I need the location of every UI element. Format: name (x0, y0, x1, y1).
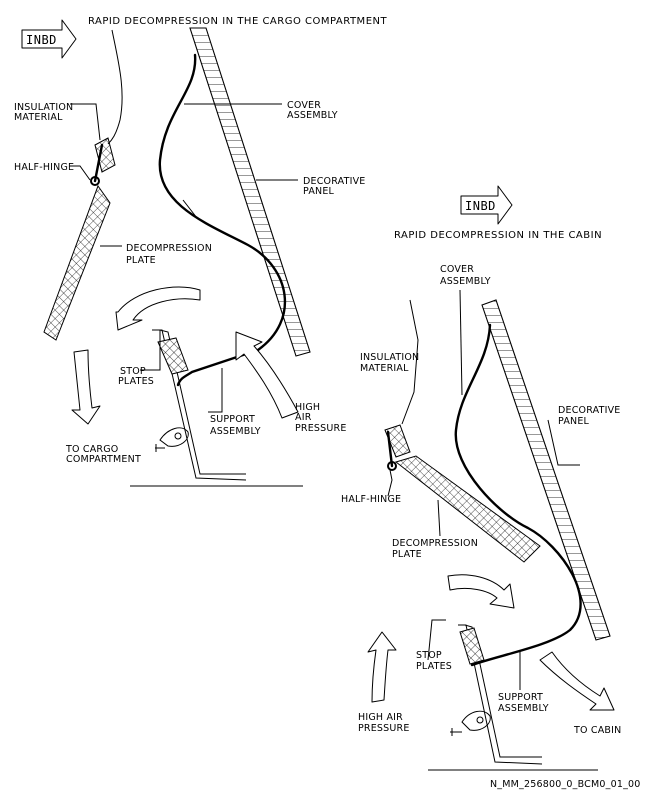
cabin-to-cabin-arrow-icon (539, 651, 615, 711)
cargo-view: RAPID DECOMPRESSION IN THE CARGO COMPART… (14, 16, 387, 487)
cabin-cover-label-1: COVER (440, 264, 474, 275)
cabin-stop-plates-label-1: STOP (416, 650, 442, 661)
cabin-high-pressure-arrow-icon (367, 631, 397, 703)
cargo-high-pressure-arrow-icon (235, 331, 299, 419)
cabin-view-title: RAPID DECOMPRESSION IN THE CABIN (394, 230, 602, 241)
figure-id: N_MM_256800_0_BCM0_01_00 (490, 779, 641, 790)
cargo-cover-assembly (158, 53, 287, 352)
cabin-support-label-1: SUPPORT (498, 692, 543, 703)
cabin-high-air-label-1: HIGH AIR (358, 712, 403, 723)
cabin-decorative-label-2: PANEL (558, 416, 590, 427)
cargo-support-label-1: SUPPORT (210, 414, 255, 425)
inbd-arrow-icon: INBD (21, 19, 77, 59)
cargo-decorative-label-2: PANEL (303, 186, 335, 197)
cargo-decorative-label-1: DECORATIVE (303, 176, 366, 187)
cabin-half-hinge-label: HALF-HINGE (341, 494, 401, 505)
cargo-to-cargo-label-1: TO CARGO (65, 444, 118, 455)
cabin-insulation-label-2: MATERIAL (360, 363, 409, 374)
cabin-decompression-label-1: DECOMPRESSION (392, 538, 478, 549)
cabin-view: INBD RAPID DECOMPRESSION IN THE CABIN (341, 185, 621, 771)
cargo-high-air-label-1: HIGH (295, 402, 320, 413)
cargo-decorative-panel (189, 27, 311, 357)
cabin-cover-assembly (454, 323, 582, 667)
cabin-high-air-label-2: PRESSURE (358, 723, 410, 734)
cabin-decompression-label-2: PLATE (392, 549, 422, 560)
cargo-insulation-label-2: MATERIAL (14, 112, 63, 123)
inbd-arrow-icon-2: INBD (460, 185, 513, 225)
cargo-view-title: RAPID DECOMPRESSION IN THE CARGO COMPART… (88, 16, 387, 27)
cargo-stop-plates-label-1: STOP (120, 366, 146, 377)
cargo-high-air-label-3: PRESSURE (295, 423, 347, 434)
cargo-flow-arrow-down-icon (71, 349, 101, 425)
cargo-cover-label-1: COVER (287, 100, 321, 111)
cabin-to-cabin-label: TO CABIN (573, 725, 621, 736)
cabin-insulation-material (384, 424, 411, 458)
cargo-insulation-label-1: INSULATION (14, 102, 73, 113)
cargo-high-air-label-2: AIR (295, 412, 312, 423)
cabin-insulation-label-1: INSULATION (360, 352, 419, 363)
cabin-stop-plates-label-2: PLATES (416, 661, 452, 672)
cabin-decorative-panel (481, 299, 611, 641)
cargo-stop-plates-label-2: PLATES (118, 376, 154, 387)
cargo-decompression-label-1: DECOMPRESSION (126, 243, 212, 254)
cargo-flow-arrow-top-icon (115, 286, 201, 331)
cargo-support-label-2: ASSEMBLY (210, 426, 261, 437)
cargo-cover-label-2: ASSEMBLY (287, 110, 338, 121)
cabin-decompression-plate (394, 455, 541, 563)
cabin-support-assembly (428, 624, 598, 771)
cargo-decompression-plate (43, 184, 111, 341)
cargo-support-assembly (130, 329, 303, 487)
cargo-decompression-label-2: PLATE (126, 255, 156, 266)
cargo-to-cargo-label-2: COMPARTMENT (66, 454, 141, 465)
inbd-label: INBD (26, 33, 57, 47)
inbd-label-2: INBD (465, 199, 496, 213)
cabin-flow-arrow-right-icon (447, 574, 515, 609)
cargo-half-hinge-label: HALF-HINGE (14, 162, 74, 173)
cabin-decorative-label-1: DECORATIVE (558, 405, 621, 416)
cabin-support-label-2: ASSEMBLY (498, 703, 549, 714)
cabin-cover-label-2: ASSEMBLY (440, 276, 491, 287)
